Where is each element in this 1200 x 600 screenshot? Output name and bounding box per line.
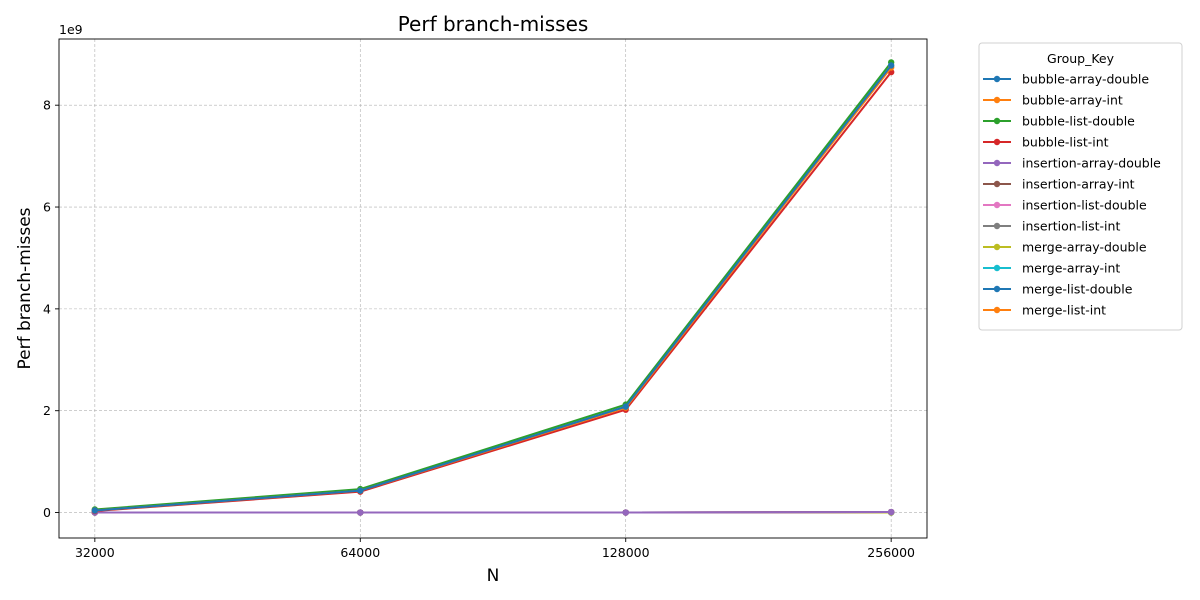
legend-item: insertion-array-double xyxy=(983,156,1161,171)
legend: Group_Key bubble-array-doublebubble-arra… xyxy=(978,42,1183,331)
legend-label: bubble-list-int xyxy=(1022,135,1109,150)
x-axis-title: N xyxy=(487,566,500,586)
legend-swatch-marker xyxy=(993,264,1001,272)
legend-item: bubble-list-int xyxy=(983,135,1109,150)
x-tick-label: 128000 xyxy=(602,545,650,560)
legend-item: bubble-array-double xyxy=(983,72,1149,87)
legend-item: bubble-list-double xyxy=(983,114,1135,129)
legend-label: merge-array-int xyxy=(1022,261,1120,276)
series-line xyxy=(94,511,892,514)
legend-label: insertion-list-int xyxy=(1022,219,1120,234)
x-tick-label: 32000 xyxy=(75,545,115,560)
legend-swatch-marker xyxy=(993,138,1001,146)
legend-swatch-marker xyxy=(993,222,1001,230)
legend-item: insertion-list-double xyxy=(983,198,1147,213)
data-point xyxy=(622,403,629,410)
data-point xyxy=(357,487,364,494)
y-axis-ticks: 0 2 4 6 8 xyxy=(43,98,59,520)
legend-label: bubble-list-double xyxy=(1022,114,1135,129)
series-line xyxy=(94,71,892,513)
grid xyxy=(59,39,927,538)
legend-swatch-marker xyxy=(993,306,1001,314)
legend-item: merge-list-int xyxy=(983,303,1106,318)
legend-frame xyxy=(978,42,1183,331)
chart-title: Perf branch-misses xyxy=(398,12,589,36)
y-tick-label: 0 xyxy=(43,505,51,520)
legend-swatch-marker xyxy=(993,75,1001,83)
x-tick-label: 64000 xyxy=(340,545,380,560)
legend-swatch-marker xyxy=(993,243,1001,251)
legend-label: merge-array-double xyxy=(1022,240,1147,255)
data-point xyxy=(622,509,629,516)
y-tick-label: 6 xyxy=(43,200,51,215)
data-point xyxy=(91,507,99,514)
legend-swatch-marker xyxy=(993,159,1001,167)
legend-label: bubble-array-int xyxy=(1022,93,1123,108)
y-tick-label: 4 xyxy=(43,301,51,316)
series-bubble-array-double xyxy=(91,62,895,514)
legend-label: merge-list-int xyxy=(1022,303,1106,318)
legend-item: insertion-array-int xyxy=(983,177,1135,192)
legend-label: insertion-list-double xyxy=(1022,198,1147,213)
legend-swatch-marker xyxy=(993,285,1001,293)
legend-label: insertion-array-double xyxy=(1022,156,1161,171)
y-tick-label: 2 xyxy=(43,403,51,418)
legend-item: insertion-list-int xyxy=(983,219,1120,234)
legend-item: merge-array-double xyxy=(983,240,1147,255)
legend-label: insertion-array-int xyxy=(1022,177,1135,192)
legend-swatch-marker xyxy=(993,180,1001,188)
legend-items: bubble-array-double bubble-array-int bubbl… xyxy=(983,72,1161,318)
series-insertion-array-double xyxy=(91,508,895,516)
legend-item: bubble-array-int xyxy=(983,93,1123,108)
y-axis-offset-label: 1e9 xyxy=(59,22,83,37)
legend-swatch-marker xyxy=(993,201,1001,209)
legend-label: bubble-array-double xyxy=(1022,72,1149,87)
data-point xyxy=(887,508,895,516)
series-line xyxy=(94,61,892,511)
legend-swatch-marker xyxy=(993,96,1001,104)
plot-frame xyxy=(58,38,928,539)
legend-label: merge-list-double xyxy=(1022,282,1133,297)
series-line xyxy=(94,66,892,512)
y-tick-label: 8 xyxy=(43,98,51,113)
data-point xyxy=(887,62,895,69)
legend-swatch-marker xyxy=(993,117,1001,125)
y-axis-title: Perf branch-misses xyxy=(15,207,35,369)
series-lines xyxy=(91,59,895,516)
x-axis-ticks: 32000 64000 128000 256000 xyxy=(75,538,915,560)
legend-item: merge-array-int xyxy=(983,261,1120,276)
series-line xyxy=(94,64,892,512)
x-tick-label: 256000 xyxy=(867,545,915,560)
series-bubble-list-double xyxy=(91,59,895,513)
legend-title: Group_Key xyxy=(1047,51,1115,66)
data-point xyxy=(357,509,364,516)
legend-item: merge-list-double xyxy=(983,282,1133,297)
